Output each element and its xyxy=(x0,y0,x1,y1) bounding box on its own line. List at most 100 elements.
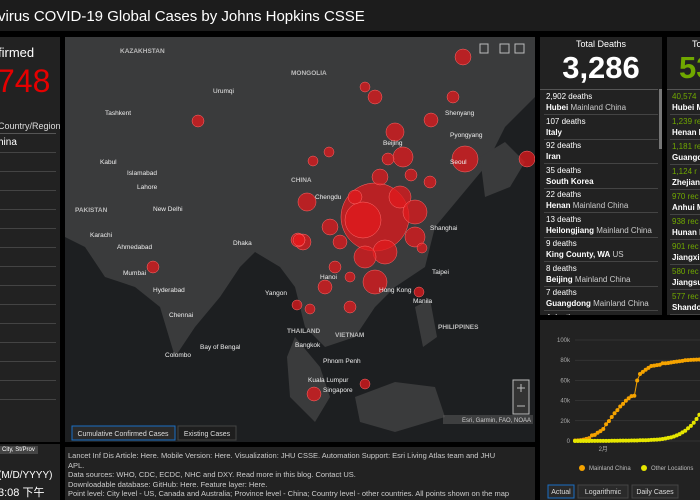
list-row[interactable] xyxy=(0,286,56,305)
data-point xyxy=(635,438,640,443)
chart-tab-label[interactable]: Actual xyxy=(551,489,571,496)
recovered-list: 40,574 Hubei M 1,239 re Henan I 1,181 re Guan… xyxy=(667,89,700,315)
data-point xyxy=(626,438,631,443)
data-point xyxy=(626,396,631,401)
data-point xyxy=(573,438,577,443)
list-header: Country/Region xyxy=(0,121,60,131)
map-label: Dhaka xyxy=(233,240,252,247)
map-label: PHILIPPINES xyxy=(438,324,479,331)
bookmark-icon[interactable] xyxy=(479,43,489,54)
recovered-place: Jiangsu xyxy=(672,278,700,287)
list-row[interactable] xyxy=(0,172,56,191)
death-place: South Korea xyxy=(546,176,594,186)
data-point xyxy=(578,438,583,443)
data-point xyxy=(621,438,626,443)
map-tab[interactable] xyxy=(177,425,237,441)
basemap-icon[interactable] xyxy=(499,43,510,54)
list-row[interactable] xyxy=(0,381,56,400)
recovered-row: 577 rec Shando xyxy=(670,290,700,315)
list-row[interactable] xyxy=(0,153,56,172)
recovered-total: 53 xyxy=(679,50,700,85)
death-region: US xyxy=(612,250,624,259)
list-row[interactable] xyxy=(0,362,56,381)
list-row[interactable] xyxy=(0,343,56,362)
list-row[interactable] xyxy=(0,229,56,248)
death-count: 2,902 deaths xyxy=(546,92,593,101)
death-region: Mainland China xyxy=(572,201,629,210)
data-point xyxy=(686,426,691,431)
death-place-line: Beijing Mainland China xyxy=(546,275,631,284)
map-label: Chengdu xyxy=(315,194,342,201)
death-count: 4 deaths xyxy=(546,313,577,316)
data-point xyxy=(575,438,580,443)
data-point xyxy=(587,436,592,441)
list-row[interactable] xyxy=(0,267,56,286)
info-line: Lancet Inf Dis Article: Here. Mobile Ver… xyxy=(68,451,496,460)
data-point xyxy=(691,420,696,425)
data-point xyxy=(609,438,614,443)
list-row[interactable] xyxy=(0,210,56,229)
data-point xyxy=(595,438,600,443)
map-tab-label[interactable]: Cumulative Confirmed Cases xyxy=(77,431,169,438)
list-row[interactable] xyxy=(0,191,56,210)
map-label: Tashkent xyxy=(105,110,131,117)
death-place-line: Guangdong Mainland China xyxy=(546,299,649,308)
data-point xyxy=(587,438,592,443)
recovered-count: 970 rec xyxy=(672,192,699,201)
list-icon[interactable] xyxy=(514,43,525,54)
list-row[interactable] xyxy=(0,305,56,324)
deaths-panel: Total Deaths 3,286 2,902 deaths Hubei Mai… xyxy=(540,37,662,315)
death-place: Guangdong xyxy=(546,299,591,308)
x-tick-label: 2月 xyxy=(599,446,608,453)
data-point xyxy=(638,371,642,376)
map: KAZAKHSTAN MONGOLIA Urumqi Tashkent Kabul Isl… xyxy=(65,37,535,442)
data-point xyxy=(598,438,603,443)
map-label: Ahmedabad xyxy=(117,244,152,251)
death-count: 8 deaths xyxy=(546,263,577,273)
data-point xyxy=(584,438,589,443)
map-label: New Delhi xyxy=(153,206,183,213)
info-line: Data sources: WHO, CDC, ECDC, NHC and DX… xyxy=(68,470,356,479)
recovered-row: 1,239 re Henan I xyxy=(670,115,700,140)
recovered-place: Hubei M xyxy=(672,103,700,112)
land xyxy=(287,337,330,422)
list-row[interactable] xyxy=(0,248,56,267)
deaths-row: 8 deaths Beijing Mainland China xyxy=(544,262,658,287)
y-tick-label: 100k xyxy=(557,338,571,344)
list-row[interactable] xyxy=(0,324,56,343)
chart-tab-label[interactable]: Daily Cases xyxy=(636,489,674,496)
date-panel: City, St/Prov (M/D/YYYY) 3:08 下午 xyxy=(0,444,60,500)
scrollbar[interactable] xyxy=(659,89,662,149)
map-label: Bangkok xyxy=(295,342,321,349)
map-label: Shanghai xyxy=(430,225,457,232)
recovered-count: 40,574 xyxy=(672,92,697,101)
chart-tab[interactable] xyxy=(577,484,629,499)
chart-tab-label[interactable]: Logarithmic xyxy=(585,489,622,496)
map-label: Kuala Lumpur xyxy=(308,377,349,384)
recovered-row: 580 rec Jiangsu xyxy=(670,265,700,290)
chart-tab[interactable] xyxy=(547,484,575,499)
deaths-row: 92 deaths Iran xyxy=(544,139,658,164)
death-place-line: South Korea xyxy=(546,177,594,186)
chart-tab[interactable] xyxy=(631,484,679,499)
map-label: Urumqi xyxy=(213,88,234,95)
list-row[interactable] xyxy=(0,134,56,153)
data-point xyxy=(694,416,699,421)
data-point xyxy=(581,438,586,443)
filter-button[interactable]: City, St/Prov xyxy=(0,446,38,454)
data-point xyxy=(697,412,700,417)
map-tab-label[interactable]: Existing Cases xyxy=(184,431,231,438)
recovered-row: 1,181 re Guangd xyxy=(670,140,700,165)
data-point xyxy=(683,428,688,433)
death-count: 22 deaths xyxy=(546,190,582,199)
y-tick-label: 20k xyxy=(560,419,571,425)
country-name[interactable]: hina xyxy=(0,137,17,148)
map-label: Islamabad xyxy=(127,170,157,177)
recovered-count: 1,239 re xyxy=(672,117,700,126)
confirmed-panel: firmed 748 Country/Region hina xyxy=(0,37,60,442)
deaths-title: Total Deaths xyxy=(575,39,627,49)
recovered-panel: Tot 53 40,574 Hubei M 1,239 re Henan I 1,181… xyxy=(667,37,700,315)
map-tab[interactable] xyxy=(71,425,176,441)
death-count: 107 deaths xyxy=(546,116,586,126)
death-place-line: Italy xyxy=(546,128,562,137)
